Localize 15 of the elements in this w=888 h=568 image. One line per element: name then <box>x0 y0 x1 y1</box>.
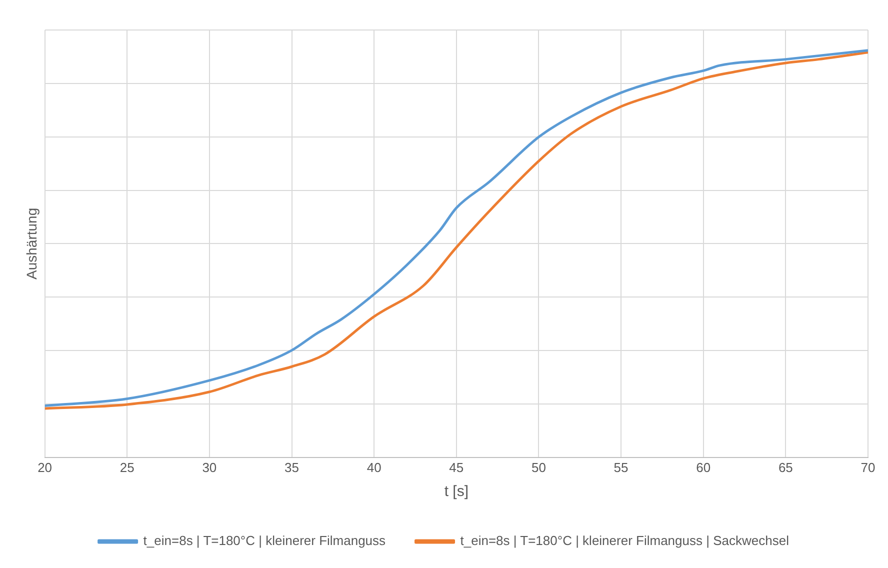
y-axis-title: Aushärtung <box>23 208 40 280</box>
x-axis-title: t [s] <box>444 483 468 500</box>
x-tick-label: 25 <box>120 460 134 475</box>
x-tick-label: 65 <box>778 460 793 475</box>
x-tick-label: 55 <box>614 460 628 475</box>
x-tick-label: 20 <box>38 460 52 475</box>
x-tick-label: 40 <box>366 460 382 475</box>
legend-label: t_ein=8s | T=180°C | kleinerer Filmanguss | Sackwechsel <box>460 533 790 548</box>
x-tick-label: 70 <box>860 460 876 475</box>
legend-label: t_ein=8s | T=180°C | kleinerer Filmanguss <box>143 533 386 548</box>
x-tick-label: 30 <box>202 460 217 475</box>
x-tick-label: 60 <box>696 460 711 475</box>
x-tick-label: 45 <box>449 460 464 475</box>
x-tick-label: 35 <box>284 460 299 475</box>
x-tick-label: 50 <box>531 460 546 475</box>
